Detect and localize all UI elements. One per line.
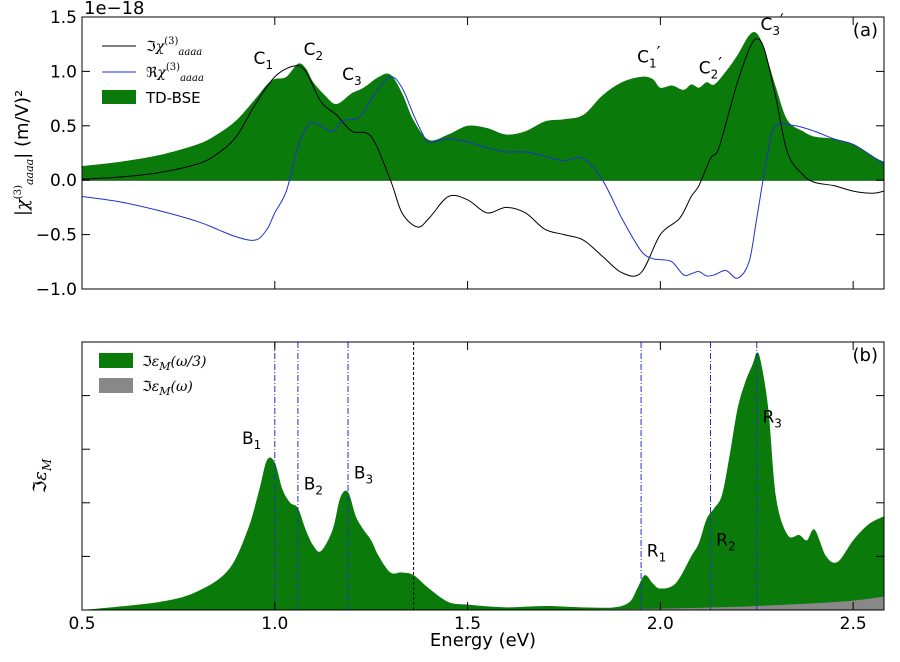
a-peak-label-1: C2 [304, 40, 324, 63]
b-xlabel: Energy (eV) [430, 630, 536, 651]
b-legend-label-1: ℑεM(ω) [142, 379, 193, 398]
a-ytick-label-1: 1.0 [50, 62, 77, 82]
a-legend-swatch-2 [102, 90, 136, 104]
a-legend-label-2: TD-BSE [145, 89, 201, 107]
b-legend-label-0: ℑεM(ω/3) [142, 354, 207, 373]
a-peak-label-3: C1′ [637, 44, 661, 71]
b-peak-label-4: R2 [716, 531, 735, 554]
a-peak-label-5: C3′ [760, 11, 784, 38]
b-legend-swatch-0 [99, 353, 133, 368]
a-ytick-label-3: 0.0 [50, 171, 77, 191]
b-ylabel: ℑεM [30, 458, 54, 493]
b-xtick-label-4: 2.5 [840, 614, 867, 634]
panel-a: 1.5 1.0 0.5 0.0 −0.5 −1.0 (a) C1 C2 C3 C1′ C2′ C3′ 1e… [12, 0, 885, 300]
a-ytick-label-2: 0.5 [50, 117, 77, 137]
a-ytick-label-0: 1.5 [50, 8, 77, 28]
a-fill-series-0 [82, 32, 884, 181]
a-peak-label-4: C2′ [699, 55, 723, 82]
a-ytick-label-4: −0.5 [36, 226, 77, 246]
a-ylabel: |χ(3)aaaa| (m/V)² [12, 90, 36, 216]
panel-b: 0.5 1.0 1.5 2.0 2.5 (b) B1 B2 B3 R1 R2 R3 Energy (eV… [30, 341, 885, 651]
b-panel-label: (b) [853, 345, 878, 366]
a-legend: ℑχ(3)aaaa ℜχ(3)aaaa TD-BSE [102, 36, 204, 107]
b-peak-label-2: B3 [354, 464, 373, 487]
b-peak-label-0: B1 [242, 429, 261, 452]
b-xtick-label-1: 1.0 [261, 614, 288, 634]
a-line-series-0 [82, 38, 884, 277]
b-legend: ℑεM(ω/3) ℑεM(ω) [99, 353, 207, 398]
a-ylabel-text: |χ(3)aaaa| (m/V)² [12, 90, 36, 216]
b-peak-label-1: B2 [304, 474, 323, 497]
b-fill-series-1 [82, 596, 884, 610]
b-xtick-label-3: 2.0 [647, 614, 674, 634]
a-frame [81, 16, 885, 290]
a-panel-label: (a) [853, 20, 878, 41]
b-fill-series-0 [82, 352, 884, 610]
b-peak-label-3: R1 [647, 541, 666, 564]
a-legend-label-0: ℑχ(3)aaaa [146, 36, 202, 58]
b-xtick-label-2: 1.5 [454, 614, 481, 634]
b-peak-label-5: R3 [762, 407, 781, 430]
a-peak-label-0: C1 [253, 49, 273, 72]
b-xtick-label-0: 0.5 [68, 614, 95, 634]
a-peak-label-2: C3 [342, 65, 362, 88]
b-frame [81, 341, 885, 611]
b-ylabel-text: ℑεM [30, 458, 54, 493]
b-plot-area [82, 342, 884, 610]
a-line-series-1 [82, 76, 884, 279]
a-plot-area [82, 32, 884, 279]
b-legend-swatch-1 [99, 378, 133, 393]
a-legend-label-1: ℜχ(3)aaaa [146, 62, 204, 84]
a-ytick-label-5: −1.0 [36, 280, 77, 300]
offset-text: 1e−18 [84, 0, 145, 19]
